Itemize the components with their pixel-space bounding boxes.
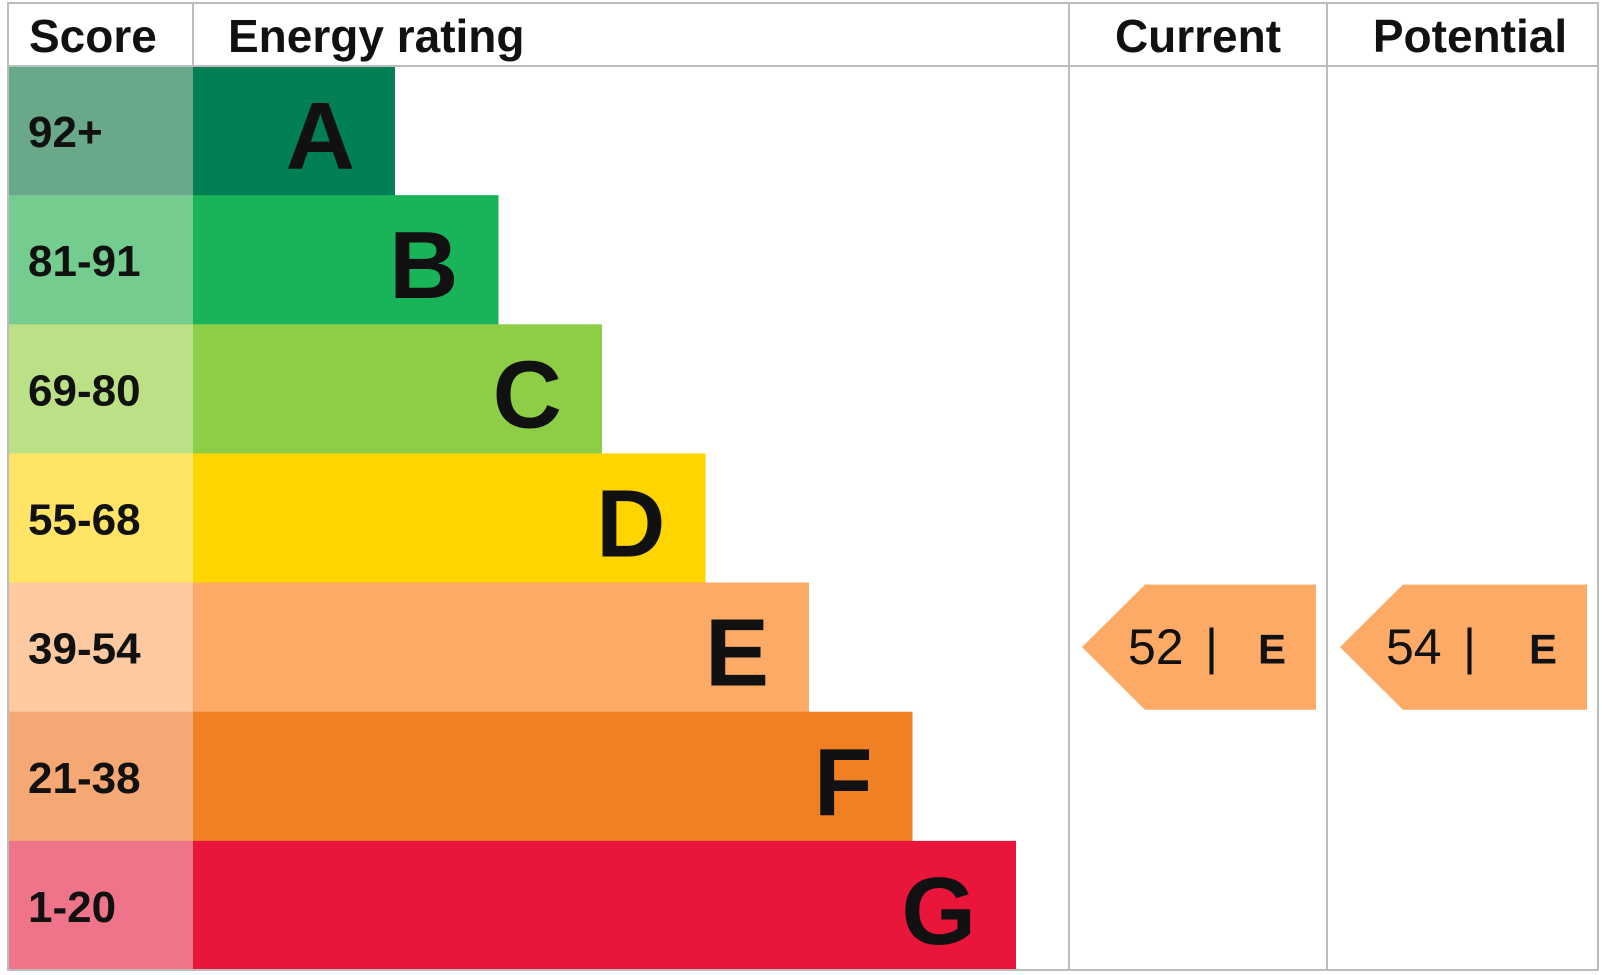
rating-letter: B — [389, 212, 458, 319]
score-cell — [8, 195, 193, 325]
separator: | — [1463, 619, 1476, 675]
score-label: 81-91 — [28, 237, 141, 286]
score-cell — [8, 582, 193, 713]
score-cell — [8, 66, 193, 196]
rating-letter: G — [901, 858, 976, 965]
rating-value: 54 — [1386, 619, 1442, 675]
score-label: 1-20 — [28, 883, 116, 932]
rating-letter: E — [705, 600, 769, 707]
rating-letter: F — [814, 729, 873, 836]
rating-letter: D — [596, 471, 665, 578]
score-cell — [8, 711, 193, 842]
score-label: 21-38 — [28, 754, 141, 803]
rating-letter: C — [493, 341, 562, 448]
separator: | — [1205, 619, 1218, 675]
score-label: 92+ — [28, 108, 103, 157]
current-arrow: 52 | E — [1082, 584, 1316, 710]
score-label: 55-68 — [28, 496, 141, 545]
rating-arrow — [1340, 584, 1587, 710]
score-cell — [8, 840, 193, 971]
rating-arrow — [1082, 584, 1316, 710]
header-potential: Potential — [1373, 10, 1567, 62]
potential-arrow: 54 | E — [1340, 584, 1587, 710]
rating-bar — [193, 453, 706, 584]
table-border — [7, 2, 1599, 971]
rating-bar — [193, 195, 499, 325]
score-label: 39-54 — [28, 625, 141, 674]
rating-value: 52 — [1128, 619, 1184, 675]
rating-letter: E — [1529, 626, 1557, 673]
header-score: Score — [29, 10, 157, 62]
rating-bar — [193, 324, 602, 454]
score-label: 69-80 — [28, 366, 141, 415]
rating-bar — [193, 582, 809, 713]
header-current: Current — [1115, 10, 1281, 62]
rating-bar — [193, 840, 1016, 971]
header-rating: Energy rating — [228, 10, 525, 62]
rating-letter: E — [1258, 626, 1286, 673]
rating-letter: A — [286, 83, 355, 190]
score-cell — [8, 324, 193, 454]
score-cell — [8, 453, 193, 584]
rating-bar — [193, 66, 395, 196]
rating-bar — [193, 711, 913, 842]
